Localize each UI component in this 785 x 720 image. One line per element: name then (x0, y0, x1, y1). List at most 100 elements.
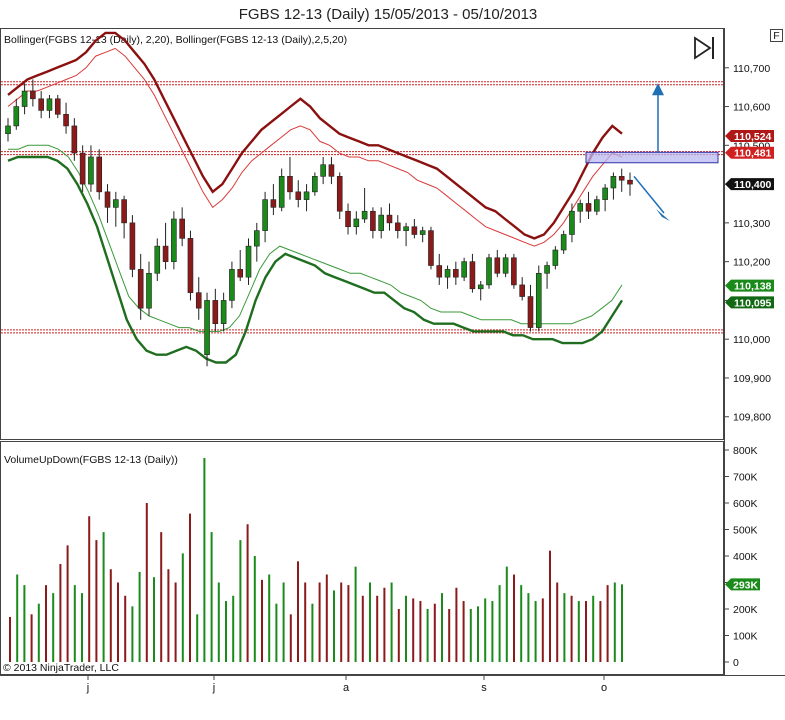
candle (453, 261, 459, 285)
price-badge: 110,481 (725, 146, 774, 160)
price-tick-label: 110,300 (733, 218, 770, 230)
volume-tick-label: 600K (733, 498, 758, 510)
time-tick-label: o (601, 682, 607, 694)
price-badge-label: 110,524 (734, 131, 772, 143)
candle (386, 203, 393, 231)
bollinger-inner-upper-line (7, 47, 623, 247)
price-axis: 110,700110,600110,500110,400110,300110,2… (724, 63, 771, 424)
bollinger-inner-lower-line (8, 144, 623, 332)
annotation-layer (585, 83, 719, 221)
candle (179, 207, 185, 247)
candle (552, 246, 559, 270)
candle (461, 257, 467, 282)
candle (54, 94, 61, 119)
candle (394, 215, 401, 239)
candle (486, 253, 492, 289)
candle (303, 184, 310, 212)
candle (13, 98, 20, 130)
candle (30, 79, 36, 107)
volume-bars-layer (9, 457, 623, 662)
candle (278, 168, 285, 212)
candle (187, 230, 194, 301)
copyright: © 2013 NinjaTrader, LLC (3, 662, 119, 674)
candle (312, 172, 318, 196)
f-button[interactable]: F (770, 29, 783, 43)
candle (535, 265, 542, 332)
candle (254, 222, 260, 262)
candle (220, 292, 227, 332)
price-badge: 110,400 (725, 178, 774, 191)
candle (129, 215, 136, 278)
price-badge-label: 110,400 (734, 179, 772, 191)
volume-last-badge: 293K (725, 578, 760, 591)
candle (320, 156, 326, 185)
candle (610, 172, 617, 200)
price-tick-label: 109,800 (733, 412, 771, 424)
volume-tick-label: 100K (733, 631, 758, 643)
bollinger-layer (7, 31, 624, 364)
candle (63, 102, 69, 134)
price-panel-label: Bollinger(FGBS 12-13 (Daily), 2,20), Bol… (4, 34, 347, 46)
candle (270, 184, 277, 216)
candle (113, 191, 119, 227)
arrow-down-shaft (633, 175, 665, 214)
chart-title: FGBS 12-13 (Daily) 15/05/2013 - 05/10/20… (239, 6, 538, 23)
price-panel-frame (0, 28, 724, 440)
candle (79, 145, 86, 192)
time-tick-label: a (343, 682, 350, 694)
time-tick-label: j (86, 682, 89, 694)
price-badge-label: 110,138 (734, 281, 772, 293)
candle (104, 184, 111, 223)
price-badges: 110,524 110,481 110,400 110,138 110,095 (725, 130, 774, 309)
volume-axis: 800K700K600K500K400K300K200K100K0293K (724, 445, 760, 669)
candle (494, 250, 501, 278)
candle (71, 118, 78, 161)
volume-tick-label: 0 (733, 657, 739, 669)
candle (569, 203, 575, 243)
candle (428, 226, 434, 270)
candle (477, 281, 484, 301)
candle (162, 222, 169, 270)
price-badge: 110,095 (725, 296, 774, 309)
candle (212, 288, 219, 332)
candle (560, 230, 567, 254)
arrow-up-head (652, 83, 664, 96)
candle (154, 238, 161, 282)
candle (336, 172, 343, 219)
candle (511, 253, 517, 289)
candle (262, 191, 268, 243)
candle (594, 195, 600, 216)
price-badge: 110,524 (725, 130, 774, 143)
candle (444, 265, 451, 289)
candle (361, 187, 368, 223)
candle (618, 168, 625, 192)
volume-last-badge-label: 293K (733, 579, 759, 591)
candle (21, 83, 28, 115)
candle (345, 203, 351, 235)
candle (46, 94, 53, 119)
candle (502, 253, 509, 278)
price-tick-label: 109,900 (733, 373, 771, 385)
volume-tick-label: 400K (733, 551, 758, 563)
candle (5, 118, 11, 142)
price-tick-label: 110,000 (733, 334, 770, 346)
candle (627, 172, 633, 196)
volume-tick-label: 500K (733, 525, 758, 537)
skip-to-end-icon[interactable] (694, 36, 714, 60)
candle (469, 253, 476, 293)
candle (403, 222, 409, 247)
arrow-down-head (656, 208, 670, 221)
candle (411, 218, 418, 239)
candle (38, 91, 44, 119)
candle (195, 277, 202, 320)
volume-tick-label: 700K (733, 472, 758, 484)
candle (204, 292, 210, 367)
candle (577, 199, 584, 223)
candle (121, 195, 127, 239)
volume-panel-label: VolumeUpDown(FGBS 12-13 (Daily)) (4, 454, 178, 466)
candle (137, 253, 144, 320)
candle (378, 207, 385, 239)
time-tick-label: s (481, 682, 487, 694)
candle (171, 211, 177, 270)
